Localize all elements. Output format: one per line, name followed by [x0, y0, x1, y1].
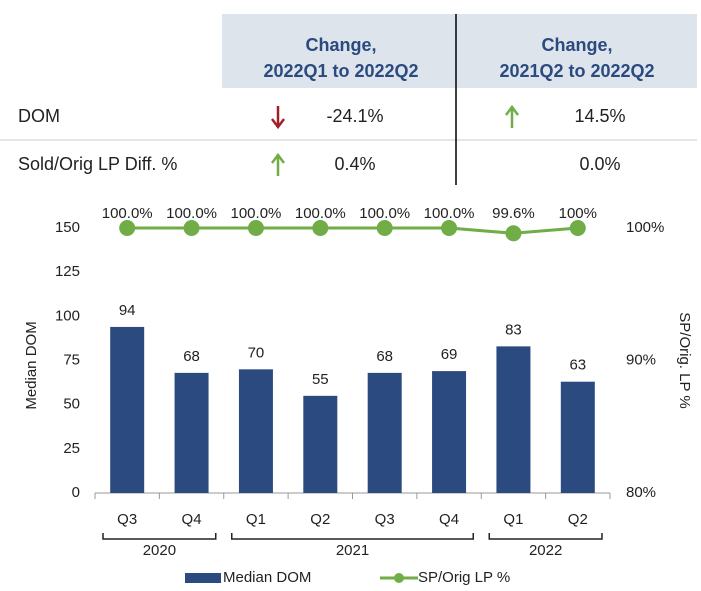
bar-label: 68 — [376, 348, 393, 365]
bar-label: 70 — [248, 344, 265, 361]
line-point — [569, 220, 586, 236]
cell: 0.4% — [334, 154, 375, 174]
x-tick-label: Q3 — [375, 511, 395, 528]
header: Change, — [305, 35, 376, 55]
line-point — [183, 220, 200, 236]
line-point — [441, 220, 458, 236]
group-label: 2021 — [336, 542, 369, 559]
bar — [110, 326, 145, 493]
header: 2022Q1 to 2022Q2 — [263, 61, 418, 81]
arrow-up — [505, 104, 519, 128]
legend-label: Median DOM — [223, 569, 311, 586]
point-label: 100.0% — [231, 205, 282, 222]
group-label: 2020 — [143, 542, 176, 559]
point-label: 100.0% — [359, 205, 410, 222]
bar-label: 68 — [183, 348, 200, 365]
y-tick-label: 25 — [63, 440, 80, 457]
line-point — [505, 225, 522, 242]
group-bracket — [488, 533, 603, 540]
line — [127, 226, 578, 235]
point-label: 99.6% — [492, 205, 535, 222]
y-tick-label: 0 — [72, 484, 80, 501]
bar-label: 94 — [119, 302, 136, 319]
y-tick-label: 50 — [63, 396, 80, 413]
cell: -24.1% — [326, 106, 383, 126]
y-tick-label: 75 — [63, 351, 80, 368]
point-label: 100.0% — [166, 205, 217, 222]
x-tick-label: Q4 — [182, 511, 202, 528]
x-tick-label: Q2 — [310, 511, 330, 528]
group-bracket — [231, 533, 474, 540]
x-tick-label: Q3 — [117, 511, 137, 528]
line-point — [376, 220, 393, 236]
point-label: 100% — [559, 205, 597, 222]
y2-tick-label: 80% — [626, 484, 656, 501]
bar — [432, 371, 467, 493]
bar-label: 83 — [505, 321, 522, 338]
row-label: Sold/Orig LP Diff. % — [18, 154, 177, 174]
y2-tick-label: 90% — [626, 351, 656, 368]
y-tick-label: 100 — [55, 307, 80, 324]
bar — [560, 381, 595, 493]
bar — [496, 346, 531, 493]
line-point — [312, 220, 329, 236]
cell: 14.5% — [574, 106, 625, 126]
row-label: DOM — [18, 106, 60, 126]
x-tick-label: Q2 — [568, 511, 588, 528]
line-point — [247, 220, 264, 236]
legend-label: SP/Orig LP % — [418, 569, 510, 586]
legend-swatch — [394, 573, 404, 583]
x-tick-label: Q4 — [439, 511, 459, 528]
y-axis-title: Median DOM — [23, 321, 40, 409]
header: Change, — [541, 35, 612, 55]
bar — [367, 372, 402, 493]
header-bg — [222, 14, 697, 88]
bar-label: 63 — [569, 357, 586, 374]
arrow-up — [271, 152, 285, 176]
y-tick-label: 150 — [55, 219, 80, 236]
point-label: 100.0% — [295, 205, 346, 222]
bar — [174, 372, 209, 493]
group-bracket — [102, 533, 217, 540]
bar-label: 69 — [441, 346, 458, 363]
arrow-down — [271, 106, 285, 130]
y2-tick-label: 100% — [626, 219, 664, 236]
line-point — [119, 220, 136, 236]
y-tick-label: 125 — [55, 263, 80, 280]
cell: 0.0% — [579, 154, 620, 174]
bar — [238, 369, 273, 493]
bar-label: 55 — [312, 371, 329, 388]
bar — [303, 395, 338, 493]
point-label: 100.0% — [424, 205, 475, 222]
legend-swatch — [185, 573, 221, 583]
x-tick-label: Q1 — [246, 511, 266, 528]
group-label: 2022 — [529, 542, 562, 559]
header: 2021Q2 to 2022Q2 — [499, 61, 654, 81]
point-label: 100.0% — [102, 205, 153, 222]
x-tick-label: Q1 — [503, 511, 523, 528]
y2-axis-title: SP/Orig. LP % — [676, 312, 693, 408]
